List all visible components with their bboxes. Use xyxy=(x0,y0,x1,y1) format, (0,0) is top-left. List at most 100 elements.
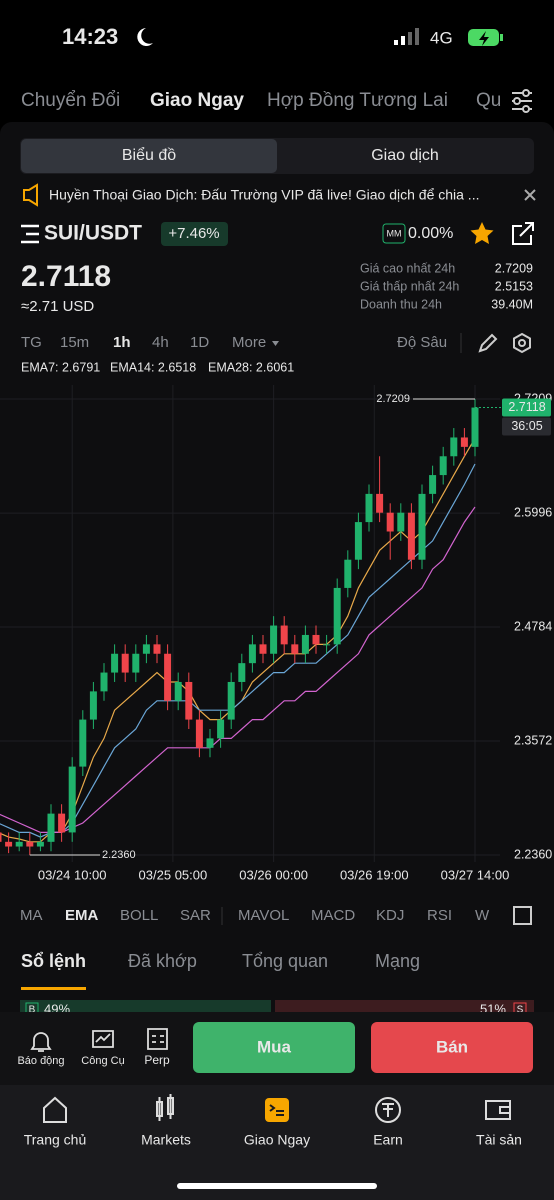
candle-body xyxy=(195,719,203,748)
interval[interactable]: 1D xyxy=(190,334,209,351)
countdown-badge xyxy=(502,417,551,436)
order-tabs: Sổ lệnh Đã khớp Tổng quan Mạng xyxy=(21,951,420,971)
stat-value: 2.7209 xyxy=(495,261,533,275)
assets-icon[interactable] xyxy=(485,1100,511,1120)
candle-body xyxy=(471,407,479,447)
pencil[interactable] xyxy=(478,333,498,353)
candle-body xyxy=(26,841,34,847)
mm-box xyxy=(382,223,406,244)
buy-tag: B xyxy=(29,1005,36,1016)
candle-body xyxy=(418,493,426,560)
star[interactable] xyxy=(470,222,494,244)
tool-label[interactable]: Báo động xyxy=(17,1055,64,1067)
tool-label[interactable]: Perp xyxy=(144,1053,170,1067)
depth-link[interactable]: Độ Sâu xyxy=(397,334,447,351)
order-tab[interactable]: Tổng quan xyxy=(242,951,328,971)
indicator[interactable]: SAR xyxy=(180,907,211,924)
y-tick-label: 2.5996 xyxy=(514,505,552,519)
intervals: TG 15m 1h 4h 1D More Độ Sâu xyxy=(21,334,447,351)
x-tick-label: 03/27 14:00 xyxy=(441,867,510,882)
indicator[interactable]: MACD xyxy=(311,907,355,924)
tool-label[interactable]: Công Cụ xyxy=(81,1055,124,1067)
candle-body xyxy=(153,644,161,654)
share[interactable] xyxy=(512,222,534,245)
candle-body xyxy=(333,587,341,645)
interval[interactable]: More xyxy=(232,334,266,351)
indicator[interactable]: EMA xyxy=(65,907,99,924)
tools-icon[interactable] xyxy=(92,1030,114,1048)
indicator[interactable]: MA xyxy=(20,907,43,924)
ema-legend-item: EMA28: 2.6061 xyxy=(208,360,294,374)
candle-body xyxy=(164,653,172,701)
markets-icon[interactable] xyxy=(156,1094,174,1121)
indicator[interactable]: RSI xyxy=(427,907,452,924)
order-tab[interactable]: Mạng xyxy=(375,951,420,971)
y-tick-label: 2.4784 xyxy=(514,619,552,633)
indicator[interactable]: MAVOL xyxy=(238,907,289,924)
buy-button[interactable] xyxy=(193,1022,355,1073)
mm: MM xyxy=(387,228,402,238)
segment-tab[interactable]: Biểu đồ xyxy=(122,146,176,164)
sell-label[interactable]: Bán xyxy=(436,1037,468,1056)
candle-body xyxy=(376,493,384,513)
settings[interactable] xyxy=(513,332,531,354)
time: 14:23 xyxy=(62,24,118,49)
menu-icon[interactable] xyxy=(21,224,39,244)
tab[interactable]: Qu xyxy=(476,90,501,111)
mm-value: 0.00% xyxy=(408,225,453,242)
nav-item[interactable]: Trang chủ xyxy=(24,1132,87,1148)
y-tick-label: 2.2360 xyxy=(514,847,552,861)
nav-item[interactable]: Giao Ngay xyxy=(244,1132,310,1148)
candle-body xyxy=(280,625,288,645)
ema-legend-item: EMA7: 2.6791 xyxy=(21,360,100,374)
candle-body xyxy=(142,644,150,654)
candle-body xyxy=(68,766,76,833)
last-price: 2.7118 xyxy=(508,400,545,414)
candle-body xyxy=(407,512,415,560)
buy-label[interactable]: Mua xyxy=(257,1037,292,1056)
candle-body xyxy=(58,813,66,833)
candle-body xyxy=(227,681,235,720)
home-indicator xyxy=(177,1183,377,1189)
pair[interactable]: SUI/USDT xyxy=(44,222,142,245)
banner[interactable]: Huyền Thoại Giao Dịch: Đấu Trường VIP đã… xyxy=(49,187,479,203)
home-icon[interactable] xyxy=(43,1096,67,1123)
candle-body xyxy=(206,738,214,748)
nav-item[interactable]: Earn xyxy=(373,1132,403,1148)
countdown: 36:05 xyxy=(511,419,542,433)
candle-body xyxy=(248,644,256,664)
nav-item[interactable]: Markets xyxy=(141,1132,191,1148)
candle-body xyxy=(132,653,140,673)
candle-body xyxy=(291,644,299,654)
candle-body xyxy=(323,644,331,646)
interval[interactable]: 1h xyxy=(113,334,131,351)
tab[interactable]: Hợp Đồng Tương Lai xyxy=(267,90,448,111)
expand[interactable] xyxy=(513,906,532,925)
tab[interactable]: Giao Ngay xyxy=(150,90,244,111)
order-tab[interactable]: Đã khớp xyxy=(128,951,197,971)
close[interactable] xyxy=(524,189,536,201)
indicator[interactable]: BOLL xyxy=(120,907,158,924)
alert-icon[interactable] xyxy=(30,1032,52,1052)
price-usd: ≈2.71 USD xyxy=(21,298,94,315)
perp-icon[interactable] xyxy=(147,1028,168,1050)
tab[interactable]: Chuyển Đổi xyxy=(21,90,120,111)
earn-icon[interactable] xyxy=(375,1097,401,1123)
change-badge xyxy=(161,222,228,246)
stat-label: Giá cao nhất 24h xyxy=(360,261,455,275)
indicator[interactable]: W xyxy=(475,907,490,924)
price: 2.7118 xyxy=(21,260,111,293)
candle-body xyxy=(259,644,267,654)
interval[interactable]: 4h xyxy=(152,334,169,351)
filter-icon[interactable] xyxy=(512,89,532,113)
interval[interactable]: 15m xyxy=(60,334,89,351)
segment-active[interactable] xyxy=(21,139,277,173)
indicator[interactable]: KDJ xyxy=(376,907,404,924)
interval[interactable]: TG xyxy=(21,334,42,351)
sell-button[interactable] xyxy=(371,1022,533,1073)
order-tab[interactable]: Sổ lệnh xyxy=(21,951,86,971)
segment-tab[interactable]: Giao dịch xyxy=(371,147,439,164)
x-tick-label: 03/26 00:00 xyxy=(239,867,308,882)
nav-item[interactable]: Tài sản xyxy=(476,1132,522,1148)
